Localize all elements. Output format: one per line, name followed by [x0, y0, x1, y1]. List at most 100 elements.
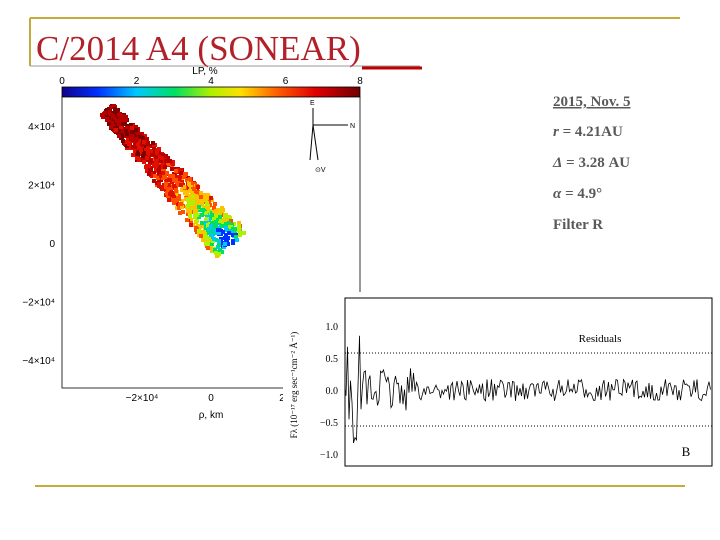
pixel — [180, 205, 184, 209]
obs-symbol: α — [553, 186, 562, 202]
pixel — [194, 209, 198, 213]
y-axis-label: Fλ (10⁻¹⁷ erg sec⁻¹cm⁻² Å⁻¹) — [289, 332, 299, 439]
residual-trace — [345, 335, 711, 444]
pixel — [188, 214, 192, 218]
pixel — [152, 171, 156, 175]
pixel — [171, 174, 175, 178]
obs-symbol: r — [553, 124, 559, 140]
pixel — [174, 188, 178, 192]
pixel — [155, 162, 159, 166]
pixel — [172, 201, 176, 205]
obs-value: = 3.28 AU — [562, 155, 630, 171]
pixel — [141, 136, 145, 140]
pixel — [152, 147, 156, 151]
pixel — [123, 119, 127, 123]
pixel — [157, 171, 161, 175]
pixel — [231, 227, 235, 231]
pixel — [221, 230, 225, 234]
pixel — [174, 192, 178, 196]
pixel — [131, 145, 135, 149]
pixel — [163, 175, 167, 179]
pixel — [217, 231, 221, 235]
pixel — [179, 168, 183, 172]
pixel — [144, 165, 148, 169]
pixel — [127, 142, 131, 146]
pixel — [198, 199, 202, 203]
pixel — [175, 175, 179, 179]
pixel — [181, 210, 185, 214]
pixel — [170, 167, 174, 171]
pixel — [171, 162, 175, 166]
pixel — [117, 134, 121, 138]
pixel — [186, 204, 190, 208]
pixel — [215, 217, 219, 221]
polarization-map: LP, % 0 2 4 6 8 4×10⁴ 2×10⁴ 0 −2×10⁴ −4×10⁴ −2×10⁴ 0… — [22, 66, 363, 421]
pixel — [217, 239, 221, 243]
pixel — [165, 191, 169, 195]
pixel — [207, 227, 211, 231]
pixel — [165, 171, 169, 175]
x-tick-label: −2×10⁴ — [126, 393, 159, 404]
pixel — [214, 221, 218, 225]
pixel — [210, 242, 214, 246]
pixel — [196, 185, 200, 189]
pixel — [201, 208, 205, 212]
pixel — [187, 182, 191, 186]
y-tick-label: −1.0 — [320, 450, 338, 461]
compass-label: E — [310, 100, 315, 107]
pixel — [103, 111, 107, 115]
obs-value: R — [589, 217, 604, 233]
pixel — [197, 205, 201, 209]
pixel — [159, 159, 163, 163]
pixel — [108, 110, 112, 114]
pixel — [142, 151, 146, 155]
residuals-plot: 1.0 0.5 0.0 −0.5 −1.0 Residuals B Fλ (10⁻¹⁷ erg… — [283, 292, 717, 472]
pixel — [197, 229, 201, 233]
pixel — [168, 159, 172, 163]
pixel — [206, 223, 210, 227]
pixel — [175, 198, 179, 202]
pixel — [121, 139, 125, 143]
obs-line: Δ = 3.28 AU — [552, 155, 630, 171]
y-tick-label: 4×10⁴ — [28, 122, 55, 133]
pixel — [200, 221, 204, 225]
pixel — [218, 215, 222, 219]
pixel — [149, 150, 153, 154]
pixel — [124, 140, 128, 144]
pixel — [172, 184, 176, 188]
pixel — [212, 210, 216, 214]
pixel — [195, 219, 199, 223]
obs-symbol: Δ — [552, 155, 562, 171]
pixel — [171, 198, 175, 202]
pixel — [125, 132, 129, 136]
pixel — [174, 169, 178, 173]
pixel — [177, 206, 181, 210]
pixel — [109, 113, 113, 117]
pixel — [205, 236, 209, 240]
pixel — [220, 224, 224, 228]
pixel — [237, 228, 241, 232]
obs-date: 2015, Nov. 5 — [553, 94, 631, 110]
x-axis-label: ρ, km — [199, 410, 224, 421]
pixel — [116, 131, 120, 135]
pixel — [155, 151, 159, 155]
colorbar-tick: 2 — [134, 76, 140, 87]
pixel — [226, 236, 230, 240]
y-tick-label: −4×10⁴ — [22, 356, 55, 367]
pixel — [121, 122, 125, 126]
pixel — [231, 233, 235, 237]
annotation: Residuals — [579, 333, 622, 345]
pixel — [134, 128, 138, 132]
pixel — [225, 218, 229, 222]
pixel — [147, 164, 151, 168]
compass-label: ⊙V — [315, 167, 326, 174]
obs-line: α = 4.9° — [553, 186, 602, 202]
pixel — [188, 201, 192, 205]
pixel — [163, 165, 167, 169]
pixel — [136, 151, 140, 155]
pixel — [209, 224, 213, 228]
obs-symbol: Filter — [553, 217, 589, 233]
compass — [309, 108, 348, 161]
